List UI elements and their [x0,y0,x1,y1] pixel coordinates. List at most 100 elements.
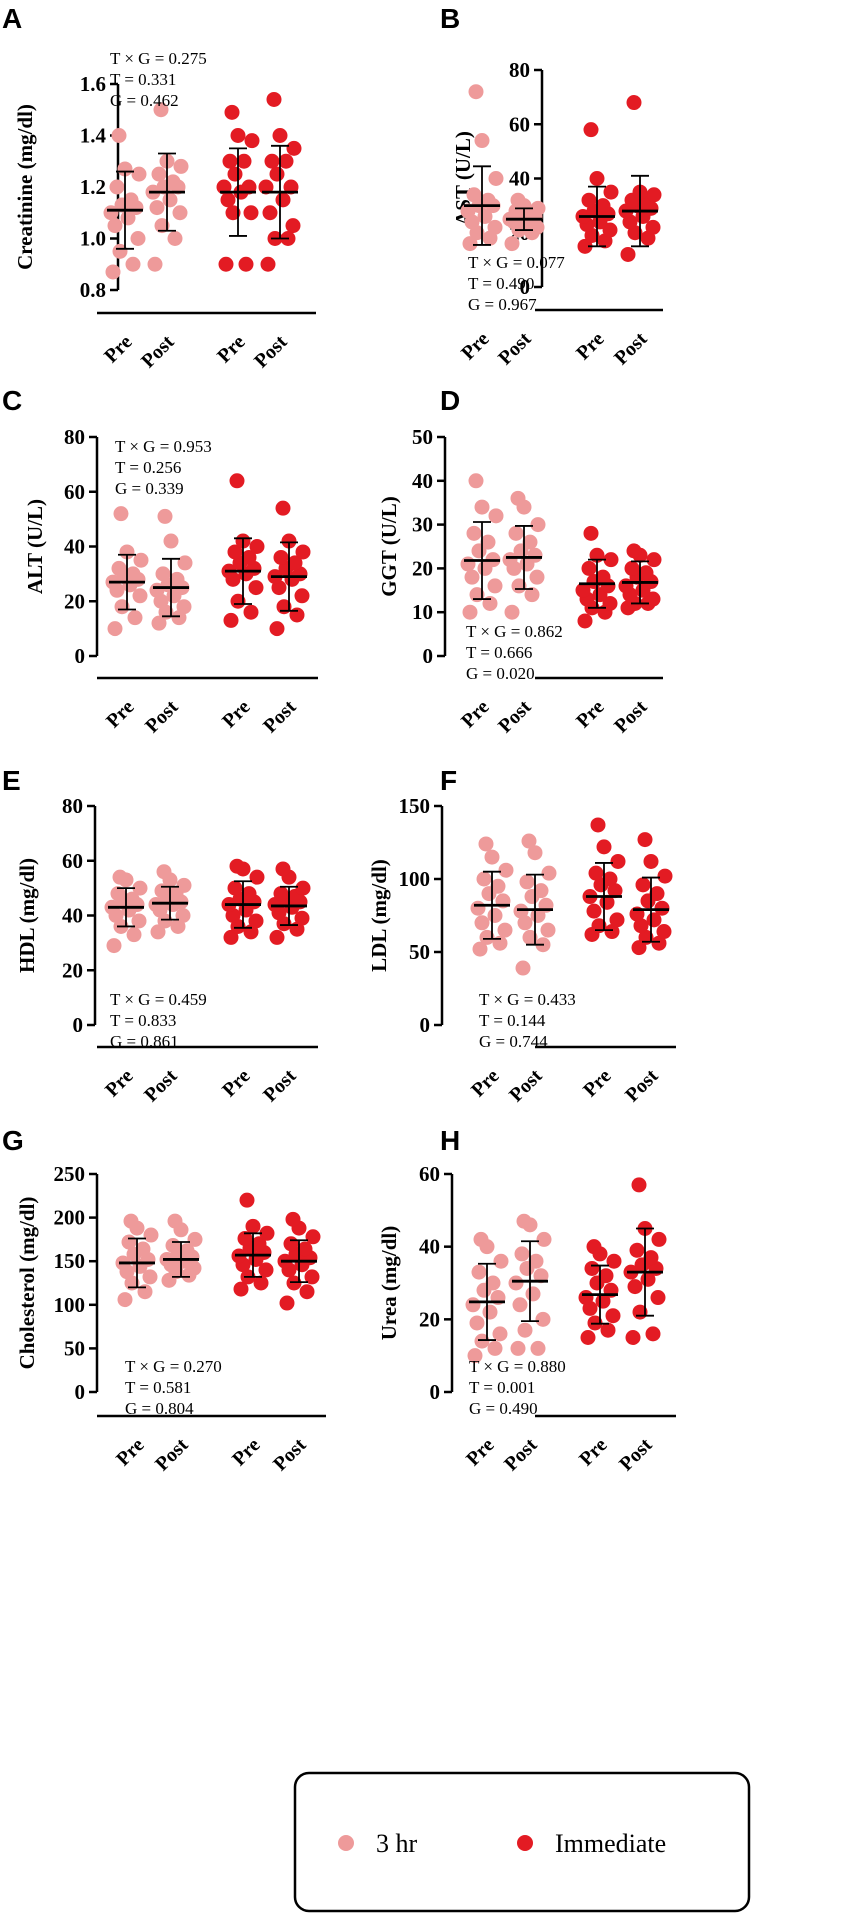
y-tick-label: 30 [412,513,433,537]
y-tick-label: 20 [412,556,433,580]
data-point [241,886,257,902]
data-point [635,877,651,893]
data-point [474,499,490,515]
data-point [517,1322,533,1338]
data-point [142,1269,158,1285]
data-point [493,1253,509,1269]
data-point [113,506,129,522]
series-immediate-pre [221,858,265,945]
y-tick-label: 80 [62,794,83,818]
series-3hr-pre [465,1231,509,1364]
data-point [596,839,612,855]
y-tick-label: 200 [54,1206,86,1230]
data-point [243,205,259,221]
x-tick-label: Post [151,1434,193,1476]
data-point [294,588,310,604]
data-point [530,200,546,216]
data-point [524,587,540,603]
data-point [586,903,602,919]
data-point [109,179,125,195]
data-point [150,924,166,940]
data-point [165,1238,181,1254]
x-tick-label: Pre [462,1434,499,1471]
data-point [606,1253,622,1269]
data-point [527,845,543,861]
x-tick-label: Pre [218,1065,255,1102]
data-point [249,539,265,554]
data-point [654,900,670,916]
y-tick-label: 250 [54,1162,86,1186]
x-tick-label: Post [494,328,536,370]
data-point [154,218,170,234]
x-tick-label: Pre [572,696,609,733]
x-tick-label: Post [141,696,183,738]
data-point [124,891,140,907]
data-point [508,525,524,541]
x-tick-label: Pre [572,328,609,365]
data-point [126,927,142,943]
data-point [253,1275,269,1291]
data-point [133,552,149,568]
x-tick-label: Post [610,328,652,370]
data-point [266,91,282,107]
stats-line: G = 0.967 [468,295,537,314]
series-3hr-post [513,833,557,976]
series-3hr-pre [470,836,514,957]
stats-line: G = 0.020 [466,664,535,683]
data-point [586,1239,602,1255]
series-immediate-post [258,91,302,272]
data-point [220,192,236,208]
data-point [530,517,546,533]
data-point [583,122,599,138]
data-point [604,924,620,940]
data-point [114,599,130,615]
stats-line: T × G = 0.270 [125,1357,222,1376]
y-tick-label: 60 [509,112,530,136]
series-immediate-pre [575,122,619,254]
x-tick-label: Post [259,696,301,738]
legend-marker [338,1835,354,1851]
data-point [295,544,311,560]
data-point [151,615,167,631]
data-point [595,198,611,214]
x-tick-label: Pre [112,1434,149,1471]
data-point [620,246,636,262]
data-point [595,569,611,585]
series-immediate-post [623,1177,667,1345]
data-point [153,102,169,118]
series-immediate-post [629,832,673,956]
data-point [121,1234,137,1250]
data-point [472,941,488,957]
x-tick-label: Pre [579,1065,616,1102]
stats-line: T = 0.331 [110,70,176,89]
data-point [479,929,495,945]
series-immediate-pre [575,525,619,629]
x-tick-label: Pre [467,1065,504,1102]
series-3hr-pre [115,1213,159,1308]
data-point [598,1268,614,1284]
data-point [624,560,640,576]
data-point [584,1260,600,1276]
data-point [244,133,260,149]
data-point [132,880,148,896]
data-point [289,607,305,623]
data-point [484,849,500,865]
data-point [233,1281,249,1297]
data-point [227,544,243,560]
stats-line: T = 0.256 [115,458,181,477]
data-point [275,500,291,516]
x-tick-label: Pre [101,1065,138,1102]
data-point [468,473,484,489]
data-point [577,238,593,254]
y-tick-label: 0 [73,1013,84,1037]
y-tick-label: 60 [419,1162,440,1186]
data-point [466,187,482,203]
data-point [273,549,289,565]
data-point [466,525,482,541]
y-tick-label: 0 [423,644,434,668]
data-point [521,833,537,849]
data-point [272,128,288,143]
data-point [533,883,549,899]
y-tick-label: 1.6 [80,72,106,96]
